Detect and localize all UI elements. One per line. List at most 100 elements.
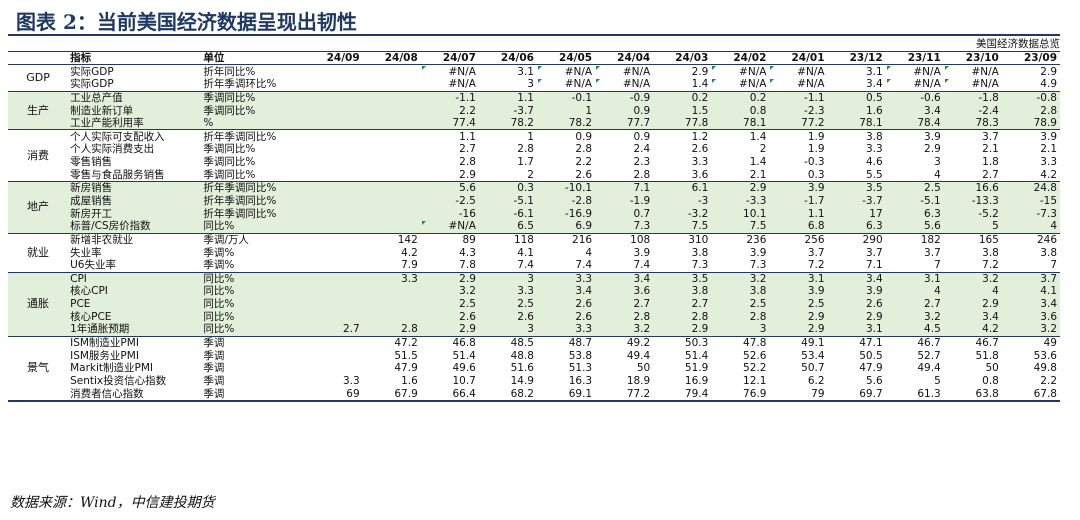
value-cell: 52.7 bbox=[917, 349, 941, 362]
value-cell: -5.2 bbox=[943, 207, 1002, 220]
value-cell: 2 bbox=[759, 143, 767, 156]
value-cell: -13.3 bbox=[943, 194, 1002, 208]
table-row: Markit制造业PMI 季调 47.9 49.6 51.6 51.3 50 51.9 52.2… bbox=[8, 362, 1060, 375]
value-cell: 2.7 bbox=[653, 297, 712, 311]
value-cell: -3.7 bbox=[827, 194, 886, 208]
value-cell: #N/A bbox=[595, 65, 653, 78]
table-row: 核心CPI 同比% 3.2 3.3 3.4 3.6 3.8 3.8 3.9 3.9 4 4 4.1 bbox=[8, 285, 1060, 298]
table-caption-row: 美国经济数据总览 bbox=[8, 38, 1060, 52]
value-cell: 1.7 bbox=[517, 156, 534, 169]
table-row: 消费者信心指数 季调 69 67.9 66.4 68.2 69.1 77.2 79.4 76.9 7… bbox=[8, 387, 1060, 402]
value-cell: 66.4 bbox=[420, 387, 479, 402]
value-cell bbox=[304, 194, 363, 208]
value-cell: 5 bbox=[934, 374, 941, 387]
economic-data-table: 美国经济数据总览 指标 单位 24/09 24/08 24/07 24/06 24/05 24/… bbox=[8, 38, 1060, 402]
value-cell: 16.3 bbox=[568, 374, 593, 387]
value-cell: 2.6 bbox=[478, 310, 537, 324]
value-cell: 3.3 bbox=[478, 285, 537, 298]
group-label: 生产 bbox=[8, 91, 69, 131]
value-cell: 2.7 bbox=[304, 323, 363, 337]
value-cell: 3.3 bbox=[865, 143, 883, 156]
header-period: 24/06 bbox=[478, 51, 537, 66]
value-cell: 3.9 bbox=[769, 181, 828, 195]
indicator-cell: Sentix投资信心指数 bbox=[70, 374, 167, 387]
value-cell: 2.5 bbox=[711, 297, 770, 311]
value-cell: -15 bbox=[1001, 194, 1060, 208]
value-cell bbox=[304, 219, 363, 234]
unit-cell: 折年季调同比% bbox=[201, 207, 305, 220]
value-cell: 4.1 bbox=[517, 246, 534, 259]
value-cell: 0.2 bbox=[711, 91, 770, 105]
value-cell bbox=[304, 297, 363, 311]
header-period: 24/07 bbox=[420, 51, 479, 66]
value-cell: 1.2 bbox=[691, 130, 709, 143]
unit-cell: 同比% bbox=[201, 272, 305, 286]
table-row: Sentix投资信心指数 季调 3.3 1.6 10.7 14.9 16.3 18.9 16.9… bbox=[8, 375, 1060, 388]
value-cell: #N/A bbox=[886, 65, 944, 78]
unit-cell: 季调 bbox=[201, 387, 305, 402]
value-cell: 48.5 bbox=[510, 337, 534, 350]
value-cell: 7.5 bbox=[653, 219, 712, 234]
value-cell bbox=[304, 285, 363, 298]
value-cell: 47.1 bbox=[859, 337, 883, 350]
unit-cell: 季调 bbox=[203, 362, 225, 375]
value-cell bbox=[304, 168, 363, 183]
value-cell: 3.9 bbox=[1040, 130, 1057, 143]
value-cell: -7.3 bbox=[1001, 207, 1060, 220]
indicator-cell: 零售销售 bbox=[70, 156, 113, 169]
value-cell: 7.1 bbox=[595, 181, 654, 195]
value-cell: 2.6 bbox=[536, 310, 596, 324]
value-cell: 3.3 bbox=[536, 272, 596, 286]
table-row: 标普/CS房价指数 同比% #N/A 6.5 6.9 7.3 7.5 7.5 6.8 6.3 5.6… bbox=[8, 219, 1060, 234]
value-cell: 2 bbox=[478, 168, 537, 183]
value-cell: 0.9 bbox=[575, 130, 593, 143]
header-period: 23/11 bbox=[885, 51, 944, 66]
value-cell: 2.8 bbox=[517, 143, 534, 156]
value-cell: 2.2 bbox=[575, 156, 593, 169]
value-cell bbox=[363, 156, 421, 169]
unit-cell: 同比% bbox=[201, 297, 305, 311]
value-cell: -3.7 bbox=[478, 104, 537, 117]
value-cell: 16.6 bbox=[943, 181, 1002, 195]
value-cell: 3.7 bbox=[924, 246, 941, 259]
value-cell: 53.8 bbox=[568, 349, 593, 362]
value-cell bbox=[362, 104, 421, 117]
value-cell: 3.4 bbox=[943, 310, 1002, 324]
value-cell: 2.8 bbox=[595, 168, 654, 183]
value-cell bbox=[362, 297, 421, 311]
value-cell: 3 bbox=[478, 272, 537, 286]
value-cell: -3.2 bbox=[653, 207, 712, 220]
value-cell: 2.1 bbox=[1040, 143, 1057, 156]
table-row: 地产 新房销售 折年季调同比% 5.6 0.3 -10.1 7.1 6.1 2.9 3.9 3.5 2… bbox=[8, 181, 1060, 234]
table-row: 通胀 CPI 同比% 3.3 2.9 3 3.3 3.4 3.5 3.2 3.1 3.4 3.1 3.2 3… bbox=[8, 272, 1060, 337]
value-cell: 1 bbox=[527, 130, 534, 143]
value-cell: 79.4 bbox=[653, 387, 712, 402]
value-cell: 2.7 bbox=[459, 143, 476, 156]
value-cell bbox=[362, 181, 421, 195]
value-cell: 7.2 bbox=[943, 258, 1002, 273]
value-cell: 77.8 bbox=[653, 116, 712, 131]
value-cell: 2.2 bbox=[420, 104, 479, 117]
value-cell: 7.1 bbox=[827, 258, 886, 273]
value-cell: 69.1 bbox=[536, 387, 596, 402]
value-cell: 5.6 bbox=[420, 181, 479, 195]
value-cell: 51.9 bbox=[684, 362, 709, 375]
value-cell: 4.2 bbox=[401, 246, 418, 259]
unit-cell: % bbox=[201, 116, 305, 131]
value-cell: 1.4 bbox=[749, 130, 767, 143]
value-cell: 3.7 bbox=[982, 130, 999, 143]
value-cell: #N/A bbox=[595, 77, 654, 92]
value-cell: 7.4 bbox=[478, 258, 537, 273]
unit-cell: 季调同比% bbox=[203, 143, 256, 156]
value-cell: #N/A bbox=[943, 77, 1002, 92]
value-cell: 2.8 bbox=[575, 143, 593, 156]
value-cell: -2.8 bbox=[536, 194, 596, 208]
indicator-cell: 新增非农就业 bbox=[70, 233, 134, 246]
value-cell: 2.8 bbox=[595, 310, 654, 324]
table-row: 景气 ISM制造业PMI 季调 47.2 46.8 48.5 48.7 49.2 50.3 47.… bbox=[8, 336, 1060, 402]
value-cell: 47.9 bbox=[394, 362, 418, 375]
value-cell: 3.7 bbox=[1001, 272, 1060, 286]
indicator-cell: 实际GDP bbox=[68, 77, 202, 92]
table-row: U6失业率 季调% 7.9 7.8 7.4 7.4 7.4 7.3 7.3 7.2 7.1 7 7.2 7 bbox=[8, 258, 1060, 273]
value-cell: 0.2 bbox=[653, 91, 712, 105]
